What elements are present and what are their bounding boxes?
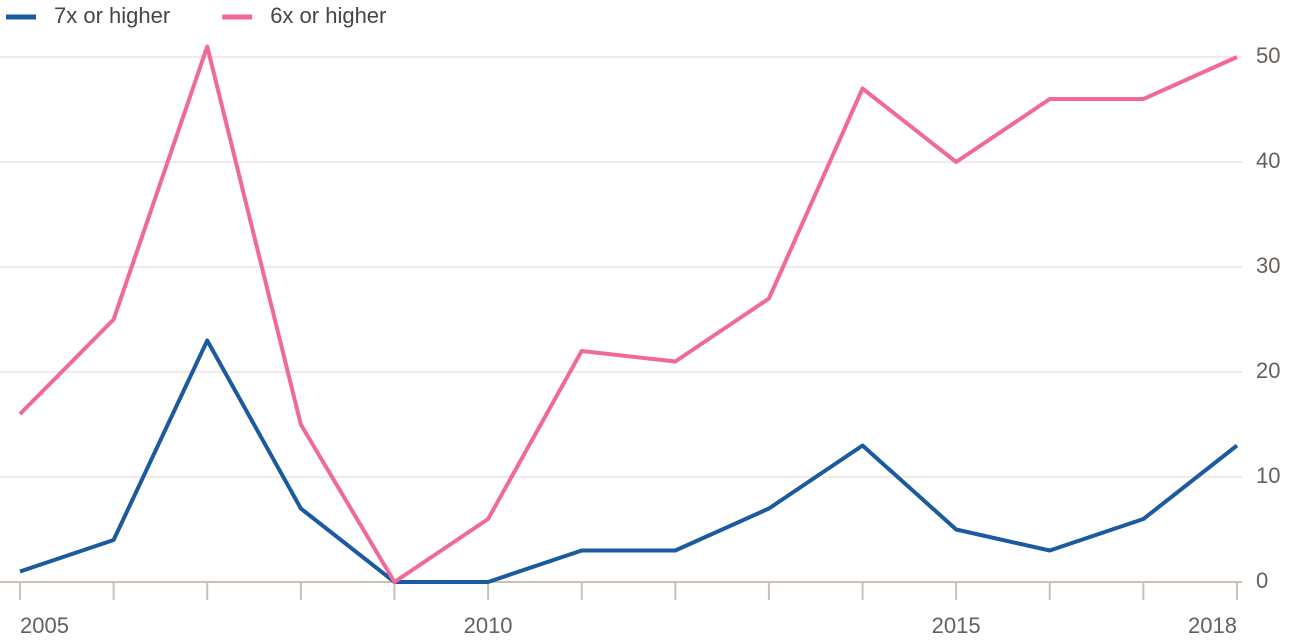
x-tick-label: 2010	[464, 613, 513, 638]
y-tick-label: 20	[1256, 358, 1280, 383]
x-tick-label: 2018	[1188, 613, 1237, 638]
legend-label: 7x or higher	[54, 3, 170, 28]
line-series	[18, 44, 1238, 584]
x-tick-label: 2005	[20, 613, 69, 638]
y-tick-label: 0	[1256, 568, 1268, 593]
y-tick-label: 40	[1256, 148, 1280, 173]
y-tick-label: 50	[1256, 43, 1280, 68]
legend-label: 6x or higher	[270, 3, 386, 28]
y-tick-label: 30	[1256, 253, 1280, 278]
x-tick-label: 2015	[932, 613, 981, 638]
line-series	[19, 338, 1239, 584]
y-tick-label: 10	[1256, 463, 1280, 488]
